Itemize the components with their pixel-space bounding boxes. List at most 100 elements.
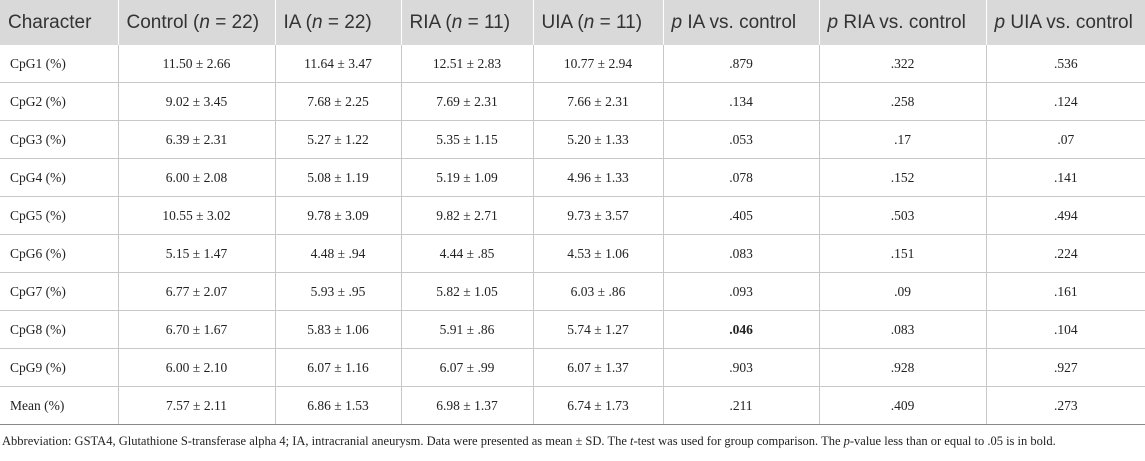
cell-character: CpG7 (%) [0, 272, 119, 311]
cell-p-ia: .134 [663, 82, 820, 121]
cell-character: CpG3 (%) [0, 120, 119, 159]
cell-character: CpG6 (%) [0, 234, 119, 273]
table-row: CpG4 (%) 6.00 ± 2.08 5.08 ± 1.19 5.19 ± 1.0… [0, 158, 1145, 197]
table-row: CpG8 (%) 6.70 ± 1.67 5.83 ± 1.06 5.91 ± .86… [0, 310, 1145, 349]
cell-ria: 6.07 ± .99 [401, 348, 534, 387]
cell-ria: 5.19 ± 1.09 [401, 158, 534, 197]
cell-p-uia: .124 [986, 82, 1145, 121]
cell-control: 11.50 ± 2.66 [118, 45, 276, 83]
cell-p-ia: .405 [663, 196, 820, 235]
cell-p-ia: .053 [663, 120, 820, 159]
cell-ia: 6.07 ± 1.16 [275, 348, 402, 387]
cell-control: 10.55 ± 3.02 [118, 196, 276, 235]
cell-p-ria: .322 [819, 45, 987, 83]
cell-p-ria: .151 [819, 234, 987, 273]
table-footnote: Abbreviation: GSTA4, Glutathione S-trans… [2, 434, 1056, 448]
col-header-ia: IA (n = 22) [275, 0, 402, 45]
cell-control: 6.39 ± 2.31 [118, 120, 276, 159]
cell-p-ia: .093 [663, 272, 820, 311]
col-header-character: Character [0, 0, 119, 45]
cell-uia: 6.74 ± 1.73 [533, 386, 664, 425]
cell-control: 5.15 ± 1.47 [118, 234, 276, 273]
cell-p-uia: .273 [986, 386, 1145, 425]
cell-p-uia: .927 [986, 348, 1145, 387]
cell-ia: 11.64 ± 3.47 [275, 45, 402, 83]
col-header-control: Control (n = 22) [118, 0, 276, 45]
cell-p-uia: .224 [986, 234, 1145, 273]
table-row: Mean (%) 7.57 ± 2.11 6.86 ± 1.53 6.98 ± 1.3… [0, 386, 1145, 425]
cell-uia: 9.73 ± 3.57 [533, 196, 664, 235]
cell-p-ria: .152 [819, 158, 987, 197]
col-header-p-ria: p RIA vs. control [819, 0, 987, 45]
cell-ria: 5.91 ± .86 [401, 310, 534, 349]
cell-control: 7.57 ± 2.11 [118, 386, 276, 425]
cell-character: CpG5 (%) [0, 196, 119, 235]
cell-p-uia: .141 [986, 158, 1145, 197]
cell-character: CpG2 (%) [0, 82, 119, 121]
cell-uia: 6.07 ± 1.37 [533, 348, 664, 387]
col-header-p-ia: p IA vs. control [663, 0, 820, 45]
cell-ria: 7.69 ± 2.31 [401, 82, 534, 121]
cell-ia: 6.86 ± 1.53 [275, 386, 402, 425]
cell-uia: 4.96 ± 1.33 [533, 158, 664, 197]
cell-control: 6.00 ± 2.10 [118, 348, 276, 387]
col-header-ria: RIA (n = 11) [401, 0, 534, 45]
cell-character: Mean (%) [0, 386, 119, 425]
cell-uia: 6.03 ± .86 [533, 272, 664, 311]
col-header-p-uia: p UIA vs. control [986, 0, 1145, 45]
cell-p-ia: .046 [663, 310, 820, 349]
cell-p-uia: .07 [986, 120, 1145, 159]
table-row: CpG1 (%) 11.50 ± 2.66 11.64 ± 3.47 12.51 ± … [0, 45, 1145, 83]
table-row: CpG9 (%) 6.00 ± 2.10 6.07 ± 1.16 6.07 ± .99… [0, 348, 1145, 387]
cell-ria: 4.44 ± .85 [401, 234, 534, 273]
cell-p-ia: .879 [663, 45, 820, 83]
cell-p-ria: .503 [819, 196, 987, 235]
cell-p-ria: .083 [819, 310, 987, 349]
table-row: CpG5 (%) 10.55 ± 3.02 9.78 ± 3.09 9.82 ± 2.… [0, 196, 1145, 235]
table-row: CpG7 (%) 6.77 ± 2.07 5.93 ± .95 5.82 ± 1.05… [0, 272, 1145, 311]
cell-ria: 9.82 ± 2.71 [401, 196, 534, 235]
table-row: CpG3 (%) 6.39 ± 2.31 5.27 ± 1.22 5.35 ± 1.1… [0, 120, 1145, 159]
cell-uia: 7.66 ± 2.31 [533, 82, 664, 121]
cell-ia: 9.78 ± 3.09 [275, 196, 402, 235]
cell-p-ria: .409 [819, 386, 987, 425]
cell-p-ria: .17 [819, 120, 987, 159]
col-header-uia: UIA (n = 11) [533, 0, 664, 45]
cell-p-ria: .928 [819, 348, 987, 387]
cell-character: CpG8 (%) [0, 310, 119, 349]
cell-p-uia: .161 [986, 272, 1145, 311]
cell-p-ia: .078 [663, 158, 820, 197]
cell-character: CpG4 (%) [0, 158, 119, 197]
cell-p-ria: .258 [819, 82, 987, 121]
cell-ria: 6.98 ± 1.37 [401, 386, 534, 425]
cell-ria: 5.82 ± 1.05 [401, 272, 534, 311]
cell-ia: 5.27 ± 1.22 [275, 120, 402, 159]
cell-p-ia: .211 [663, 386, 820, 425]
cell-ia: 7.68 ± 2.25 [275, 82, 402, 121]
cell-control: 6.77 ± 2.07 [118, 272, 276, 311]
table-row: CpG2 (%) 9.02 ± 3.45 7.68 ± 2.25 7.69 ± 2.3… [0, 82, 1145, 121]
data-table: Character Control (n = 22) IA (n = 22) R… [0, 0, 1145, 425]
header-row: Character Control (n = 22) IA (n = 22) R… [0, 0, 1145, 45]
cell-ia: 5.83 ± 1.06 [275, 310, 402, 349]
cell-character: CpG9 (%) [0, 348, 119, 387]
cell-uia: 5.20 ± 1.33 [533, 120, 664, 159]
cell-p-ia: .903 [663, 348, 820, 387]
cell-control: 6.70 ± 1.67 [118, 310, 276, 349]
cell-character: CpG1 (%) [0, 45, 119, 83]
cell-uia: 4.53 ± 1.06 [533, 234, 664, 273]
cell-uia: 10.77 ± 2.94 [533, 45, 664, 83]
cell-ia: 4.48 ± .94 [275, 234, 402, 273]
cell-control: 9.02 ± 3.45 [118, 82, 276, 121]
cell-control: 6.00 ± 2.08 [118, 158, 276, 197]
cell-p-uia: .536 [986, 45, 1145, 83]
cell-ia: 5.93 ± .95 [275, 272, 402, 311]
cell-ria: 5.35 ± 1.15 [401, 120, 534, 159]
cell-ria: 12.51 ± 2.83 [401, 45, 534, 83]
cell-p-ia: .083 [663, 234, 820, 273]
cell-p-uia: .104 [986, 310, 1145, 349]
cell-uia: 5.74 ± 1.27 [533, 310, 664, 349]
cell-p-uia: .494 [986, 196, 1145, 235]
table-row: CpG6 (%) 5.15 ± 1.47 4.48 ± .94 4.44 ± .85 4… [0, 234, 1145, 273]
cell-ia: 5.08 ± 1.19 [275, 158, 402, 197]
